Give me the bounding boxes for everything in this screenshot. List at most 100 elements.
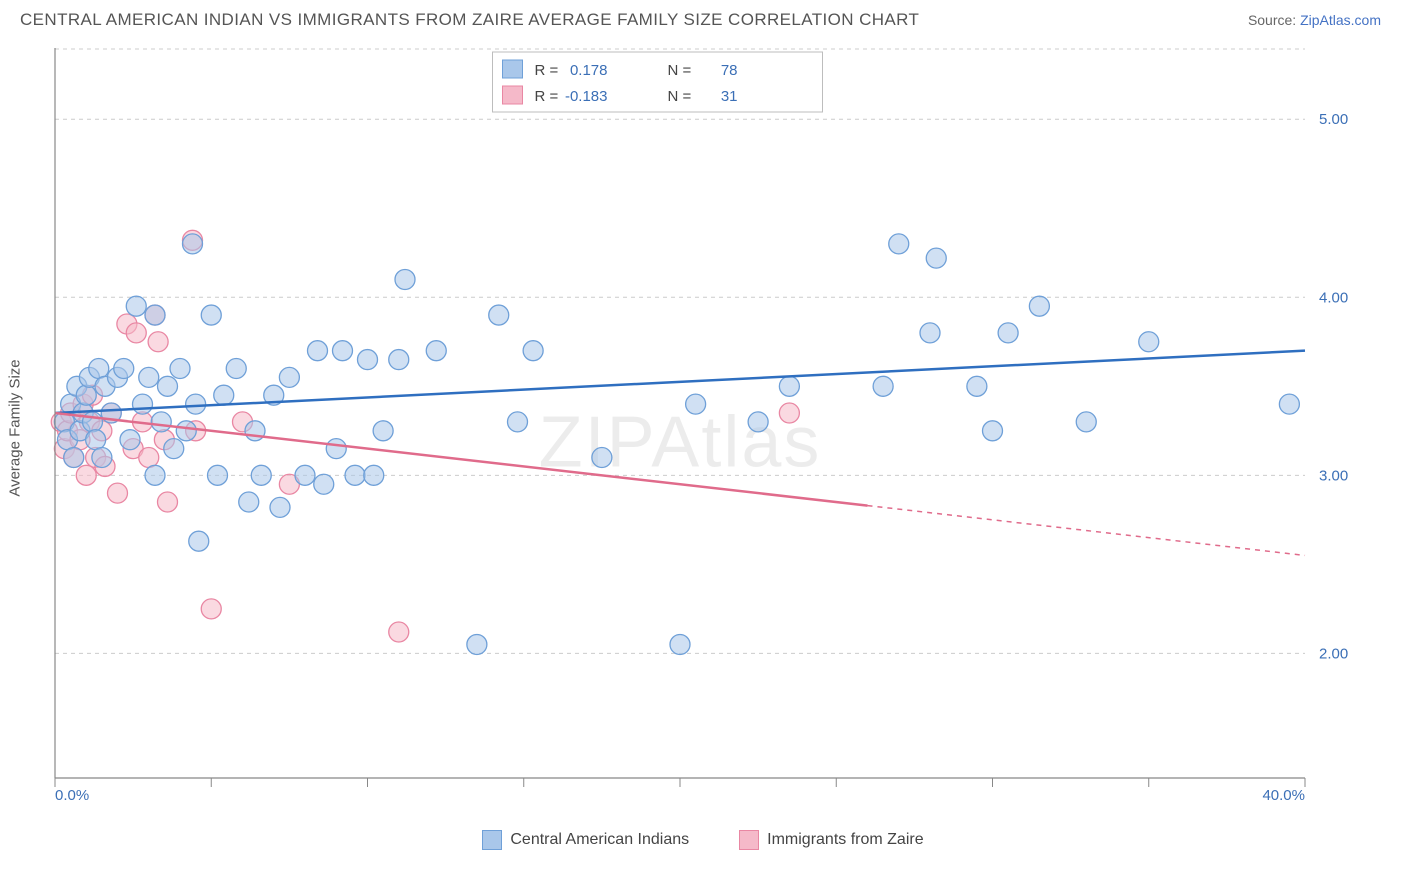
data-point	[126, 323, 146, 343]
y-tick-label: 3.00	[1319, 467, 1348, 484]
data-point	[64, 448, 84, 468]
data-point	[889, 234, 909, 254]
data-point	[239, 492, 259, 512]
data-point	[208, 465, 228, 485]
x-left-label: 0.0%	[55, 787, 89, 804]
data-point	[1279, 394, 1299, 414]
data-point	[145, 465, 165, 485]
legend-label-b: Immigrants from Zaire	[767, 831, 923, 849]
trend-line-b-extrapolated	[868, 506, 1306, 556]
legend-item-b: Immigrants from Zaire	[739, 830, 923, 850]
legend-r-label: R =	[535, 62, 559, 79]
legend-r-value: -0.183	[565, 88, 608, 105]
data-point	[164, 439, 184, 459]
legend-swatch-b	[739, 830, 759, 850]
data-point	[120, 430, 140, 450]
legend-r-label: R =	[535, 88, 559, 105]
data-point	[873, 376, 893, 396]
data-point	[326, 439, 346, 459]
legend-n-value: 31	[721, 88, 738, 105]
data-point	[108, 483, 128, 503]
y-tick-label: 4.00	[1319, 289, 1348, 306]
data-point	[279, 367, 299, 387]
data-point	[114, 358, 134, 378]
data-point	[670, 634, 690, 654]
data-point	[1076, 412, 1096, 432]
data-point	[998, 323, 1018, 343]
data-point	[1029, 296, 1049, 316]
legend-swatch-a	[482, 830, 502, 850]
source-prefix: Source:	[1248, 12, 1300, 28]
data-point	[270, 497, 290, 517]
y-tick-label: 5.00	[1319, 111, 1348, 128]
legend-n-label: N =	[668, 88, 692, 105]
data-point	[76, 465, 96, 485]
data-point	[389, 622, 409, 642]
data-point	[489, 305, 509, 325]
data-point	[176, 421, 196, 441]
data-point	[983, 421, 1003, 441]
data-point	[467, 634, 487, 654]
data-point	[158, 492, 178, 512]
data-point	[139, 448, 159, 468]
data-point	[926, 248, 946, 268]
data-point	[145, 305, 165, 325]
data-point	[92, 448, 112, 468]
legend-bottom: Central American Indians Immigrants from…	[0, 830, 1406, 850]
legend-label-a: Central American Indians	[510, 831, 689, 849]
data-point	[133, 394, 153, 414]
data-point	[251, 465, 271, 485]
data-point	[170, 358, 190, 378]
chart-header: CENTRAL AMERICAN INDIAN VS IMMIGRANTS FR…	[0, 0, 1406, 38]
data-point	[426, 341, 446, 361]
legend-n-value: 78	[721, 62, 738, 79]
data-point	[508, 412, 528, 432]
data-point	[333, 341, 353, 361]
data-point	[186, 394, 206, 414]
data-point	[967, 376, 987, 396]
source-attribution: Source: ZipAtlas.com	[1248, 12, 1381, 28]
data-point	[364, 465, 384, 485]
data-point	[308, 341, 328, 361]
data-point	[748, 412, 768, 432]
data-point	[1139, 332, 1159, 352]
data-point	[592, 448, 612, 468]
data-point	[226, 358, 246, 378]
data-point	[314, 474, 334, 494]
legend-r-value: 0.178	[570, 62, 608, 79]
data-point	[76, 385, 96, 405]
data-point	[89, 358, 109, 378]
data-point	[295, 465, 315, 485]
data-point	[158, 376, 178, 396]
data-point	[189, 531, 209, 551]
data-point	[345, 465, 365, 485]
data-point	[126, 296, 146, 316]
data-point	[389, 350, 409, 370]
y-tick-label: 2.00	[1319, 645, 1348, 662]
scatter-chart: ZIPAtlas2.003.004.005.00R =0.178N =78R =…	[45, 38, 1365, 818]
data-point	[201, 599, 221, 619]
y-axis-label: Average Family Size	[7, 359, 24, 496]
data-point	[395, 269, 415, 289]
chart-container: Average Family Size ZIPAtlas2.003.004.00…	[45, 38, 1386, 818]
data-point	[201, 305, 221, 325]
legend-n-label: N =	[668, 62, 692, 79]
data-point	[183, 234, 203, 254]
legend-top-swatch	[503, 86, 523, 104]
source-link[interactable]: ZipAtlas.com	[1300, 12, 1381, 28]
data-point	[523, 341, 543, 361]
data-point	[214, 385, 234, 405]
data-point	[151, 412, 171, 432]
data-point	[148, 332, 168, 352]
data-point	[779, 376, 799, 396]
chart-title: CENTRAL AMERICAN INDIAN VS IMMIGRANTS FR…	[20, 10, 919, 30]
legend-top-swatch	[503, 60, 523, 78]
legend-item-a: Central American Indians	[482, 830, 689, 850]
data-point	[358, 350, 378, 370]
data-point	[86, 430, 106, 450]
data-point	[139, 367, 159, 387]
data-point	[920, 323, 940, 343]
data-point	[779, 403, 799, 423]
x-right-label: 40.0%	[1262, 787, 1305, 804]
data-point	[83, 412, 103, 432]
